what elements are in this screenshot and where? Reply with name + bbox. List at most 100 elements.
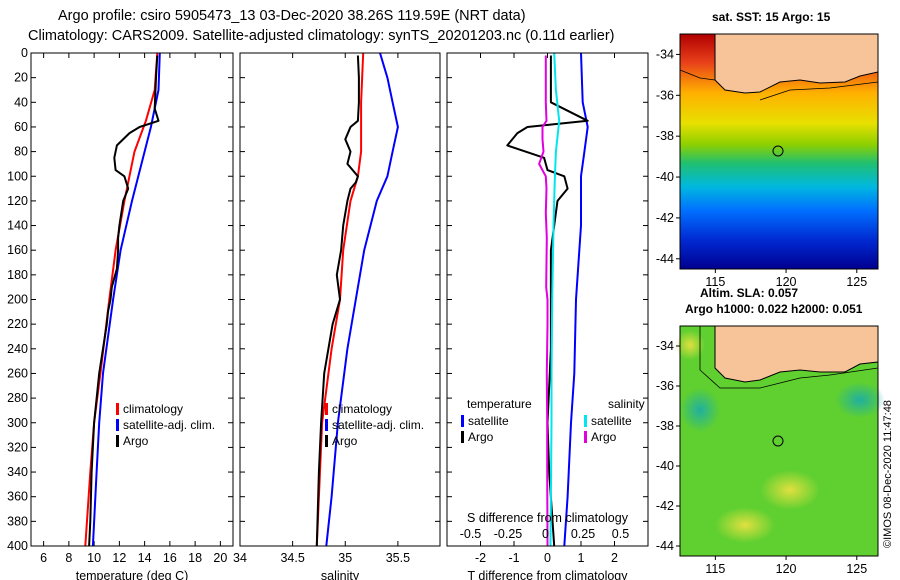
lat-tick-label: -40 <box>656 459 674 473</box>
panel-frame <box>239 52 441 547</box>
y-tick-label: 220 <box>7 317 28 331</box>
y-tick-label: 280 <box>7 391 28 405</box>
x-tick-label: 35 <box>338 551 352 565</box>
legend-label: satellite <box>468 414 509 428</box>
y-tick-label: 100 <box>7 169 28 183</box>
x-tick-label: 14 <box>138 551 152 565</box>
profile-panel-3: -2 -1 0 1 2 T difference from climatology temp… <box>446 52 649 580</box>
legend-swatch <box>461 415 464 427</box>
sst-argo-position-marker <box>772 145 784 157</box>
s-tick-label: -0.25 <box>494 527 523 541</box>
s-axis-label: S difference from climatology <box>467 511 629 525</box>
y-tick-label: 240 <box>7 342 28 356</box>
sla-argo-position-marker <box>772 435 784 447</box>
legend-swatch <box>584 415 587 427</box>
x-axis-label: temperature (deg C) <box>76 569 189 580</box>
sst-map-frame <box>679 33 879 270</box>
legend-label: Argo <box>591 430 617 444</box>
legend-label: Argo <box>123 434 149 448</box>
legend-swatch <box>584 431 587 443</box>
x-tick-label: 35.5 <box>386 551 410 565</box>
sla-map: Altim. SLA: 0.057 Argo h1000: 0.022 h200… <box>656 286 885 576</box>
lat-tick-label: -38 <box>656 419 674 433</box>
y-tick-label: 140 <box>7 219 28 233</box>
legend-label: climatology <box>123 402 183 416</box>
x-tick-label: 2 <box>611 551 618 565</box>
lat-tick-label: -42 <box>656 499 674 513</box>
lon-tick-label: 120 <box>776 562 797 576</box>
legend-label: satellite-adj. clim. <box>123 418 215 432</box>
x-tick-label: 16 <box>163 551 177 565</box>
figure-title-line1: Argo profile: csiro 5905473_13 03-Dec-20… <box>58 8 526 24</box>
sla-high-anomaly <box>675 330 705 360</box>
x-tick-label: 20 <box>213 551 227 565</box>
y-tick-label: 80 <box>14 145 28 159</box>
y-tick-label: 40 <box>14 95 28 109</box>
x-tick-label: 8 <box>65 551 72 565</box>
legend-swatch <box>325 435 328 447</box>
y-tick-label: 20 <box>14 71 28 85</box>
legend-swatch <box>325 403 328 415</box>
legend-label: satellite <box>591 414 632 428</box>
legend-swatch <box>116 419 119 431</box>
s-tick-label: 0 <box>542 527 549 541</box>
y-tick-label: 160 <box>7 243 28 257</box>
sla-map-frame <box>679 325 879 557</box>
figure-title-line2: Climatology: CARS2009. Satellite-adjuste… <box>28 28 615 44</box>
y-tick-label: 300 <box>7 416 28 430</box>
y-tick-label: 360 <box>7 490 28 504</box>
s-tick-label: 0.25 <box>571 527 595 541</box>
x-axis-label: T difference from climatology <box>467 569 628 580</box>
x-tick-label: 12 <box>112 551 126 565</box>
x-tick-label: -1 <box>508 551 519 565</box>
x-tick-label: 34 <box>233 551 247 565</box>
series-line-satellite-adj-clim- <box>91 52 161 547</box>
sla-high-anomaly <box>715 507 775 543</box>
profile-panel-1: 6 8 10 12 14 16 18 20 temperature (deg C) 0 20 40 60… <box>7 46 234 580</box>
legend-title-salinity: salinity <box>608 397 645 411</box>
x-tick-label: -2 <box>475 551 486 565</box>
profile-panel-2: 34 34.5 35 35.5 salinity climatology satellite… <box>233 52 441 580</box>
y-tick-label: 120 <box>7 194 28 208</box>
legend-label: Argo <box>468 430 494 444</box>
x-tick-label: 10 <box>87 551 101 565</box>
series-line-argo <box>88 55 160 547</box>
y-tick-label: 200 <box>7 293 28 307</box>
lon-tick-label: 125 <box>846 275 867 289</box>
series-line-satellite-adj-clim- <box>325 52 399 547</box>
sst-map-ticks: -34 -36 -38 -40 -42 -44 115 120 125 <box>656 47 867 289</box>
panel-frame <box>30 52 234 547</box>
series-line-t-satellite <box>563 52 589 547</box>
s-tick-label: 0.5 <box>612 527 629 541</box>
y-tick-label: 260 <box>7 366 28 380</box>
y-tick-label: 60 <box>14 120 28 134</box>
y-tick-label: 340 <box>7 465 28 479</box>
legend-label: climatology <box>332 402 392 416</box>
x-tick-label: 1 <box>578 551 585 565</box>
sla-high-anomaly <box>760 470 820 510</box>
s-tick-label: -0.5 <box>460 527 482 541</box>
legend-swatch <box>116 435 119 447</box>
x-tick-label: 18 <box>188 551 202 565</box>
series-line-climatology <box>315 52 365 547</box>
lat-tick-label: -34 <box>656 47 674 61</box>
y-tick-label: 380 <box>7 514 28 528</box>
lat-tick-label: -40 <box>656 170 674 184</box>
series-line-s-argo <box>538 55 549 547</box>
x-tick-label: 6 <box>40 551 47 565</box>
lon-tick-label: 115 <box>705 562 725 576</box>
sla-low-anomaly <box>835 382 885 418</box>
sst-map: sat. SST: 15 Argo: 15 -34 -36 -38 -40 -42 -44… <box>656 10 879 289</box>
lat-tick-label: -44 <box>656 539 674 553</box>
y-tick-label: 400 <box>7 539 28 553</box>
imos-credit: ©IMOS 08-Dec-2020 11:47:48 <box>882 400 894 548</box>
sla-bathymetry-contour <box>699 326 879 389</box>
lon-tick-label: 115 <box>705 275 725 289</box>
x-axis-label: salinity <box>321 569 360 580</box>
series-line-s-satellite <box>549 52 561 547</box>
lon-tick-label: 120 <box>776 275 797 289</box>
y-tick-label: 320 <box>7 440 28 454</box>
sst-map-title: sat. SST: 15 Argo: 15 <box>712 10 831 24</box>
